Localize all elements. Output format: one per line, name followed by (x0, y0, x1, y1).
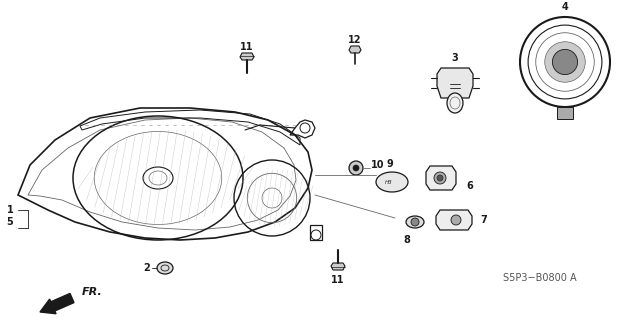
Text: H3: H3 (385, 180, 393, 186)
Circle shape (545, 42, 585, 82)
Circle shape (349, 161, 363, 175)
Text: 11: 11 (240, 42, 253, 52)
Ellipse shape (157, 262, 173, 274)
Text: 11: 11 (332, 275, 345, 285)
Polygon shape (436, 210, 472, 230)
Ellipse shape (406, 216, 424, 228)
Text: 2: 2 (143, 263, 150, 273)
Ellipse shape (447, 93, 463, 113)
Polygon shape (426, 166, 456, 190)
Text: 4: 4 (562, 2, 568, 12)
FancyArrow shape (40, 293, 74, 314)
Text: 12: 12 (348, 35, 362, 45)
Circle shape (552, 49, 578, 75)
Circle shape (411, 218, 419, 226)
Circle shape (437, 175, 443, 181)
Ellipse shape (376, 172, 408, 192)
Text: 7: 7 (481, 215, 488, 225)
Circle shape (451, 215, 461, 225)
Circle shape (434, 172, 446, 184)
Text: 8: 8 (404, 235, 410, 245)
Text: 5: 5 (6, 217, 13, 227)
Polygon shape (349, 46, 361, 53)
Polygon shape (557, 107, 573, 119)
Polygon shape (240, 53, 254, 60)
Text: FR.: FR. (82, 287, 103, 297)
Text: S5P3−B0800 A: S5P3−B0800 A (503, 273, 577, 283)
Text: 10: 10 (371, 160, 385, 170)
Text: 3: 3 (452, 53, 458, 63)
Polygon shape (331, 263, 345, 270)
Circle shape (353, 165, 359, 171)
Text: 6: 6 (467, 181, 474, 191)
Text: 1: 1 (6, 205, 13, 215)
Text: 9: 9 (387, 159, 394, 169)
Polygon shape (437, 68, 473, 98)
